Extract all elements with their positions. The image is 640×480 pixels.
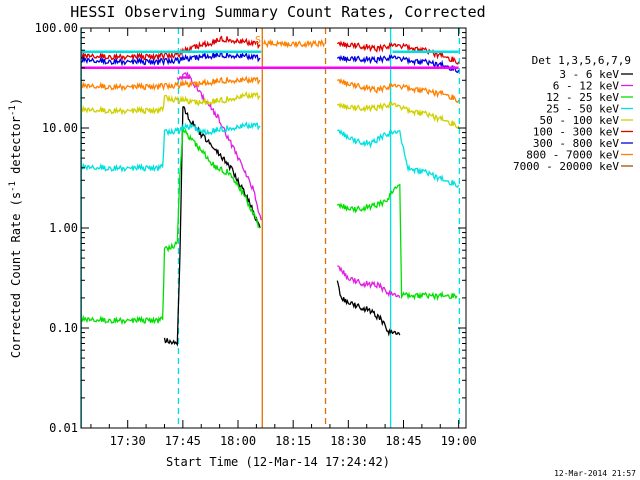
y-axis: 100.00 10.00 1.00 0.10 0.01 [35,21,466,435]
x-axis: 17:30 17:45 18:00 18:15 18:30 18:45 19:00 [90,28,477,448]
legend-label: 12 - 25 keV [546,91,619,104]
series-25-50-kev [81,121,261,174]
series-6-12-kev [176,71,262,221]
legend-label: 300 - 800 keV [533,137,619,150]
series-800-7000-kev [336,77,460,104]
series-800-7000-kev [81,75,261,92]
legend-title: Det 1,3,5,6,7,9 [532,54,631,67]
y-tick-label: 1.00 [49,221,78,235]
x-axis-label: Start Time (12-Mar-14 17:24:42) [166,455,390,469]
series-300-800-kev [81,51,261,67]
x-tick-label: 18:15 [275,434,311,448]
y-tick-label: 100.00 [35,21,78,35]
x-tick-label: 18:00 [220,434,256,448]
y-tick-label: 10.00 [42,121,78,135]
timestamp: 12-Mar-2014 21:57 [554,469,636,478]
series-12-25-kev [81,127,261,326]
series-50-100-kev [336,101,460,129]
series-3-6-kev [163,106,261,347]
series-100-300-kev [336,40,460,65]
series-12-25-kev [336,183,458,302]
x-tick-label: 17:30 [110,434,146,448]
legend-label: 800 - 7000 keV [526,149,619,162]
legend-label: 100 - 300 keV [533,126,619,139]
annotation-s: S [255,35,261,46]
series-300-800-kev [336,54,460,74]
series-50-100-kev [81,90,261,116]
y-tick-label: 0.01 [49,421,78,435]
x-tick-label: 18:45 [385,434,421,448]
x-tick-label: 19:00 [441,434,477,448]
legend-label: 50 - 100 keV [540,114,620,127]
x-tick-label: 18:30 [330,434,366,448]
legend-label: 25 - 50 keV [546,103,619,116]
legend-label: 6 - 12 keV [553,80,620,93]
series-6-12-kev [337,265,401,299]
x-tick-label: 17:45 [165,434,201,448]
series-800-7000-kev [263,38,326,49]
series-25-50-kev [337,128,460,188]
chart-title: HESSI Observing Summary Count Rates, Cor… [70,3,485,21]
legend-label: 3 - 6 keV [559,68,619,81]
y-axis-label: Corrected Count Rate (s-1 detector-1) [8,98,23,358]
series-3-6-kev [336,280,401,337]
y-tick-label: 0.10 [49,321,78,335]
legend-label: 7000 - 20000 keV [513,160,619,173]
series-layer [81,35,460,347]
series-100-300-kev [81,35,261,62]
